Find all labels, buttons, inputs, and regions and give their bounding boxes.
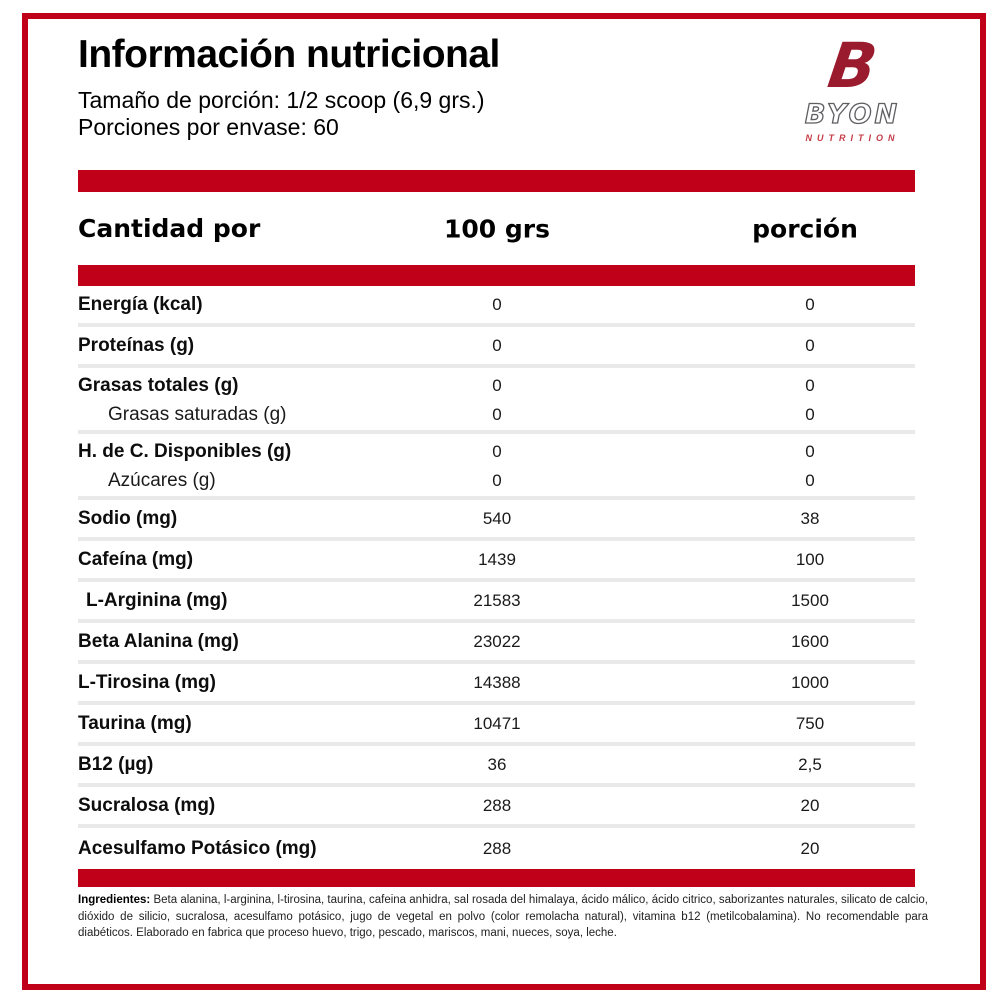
table-row-grasas: Grasas totales (g) 0 0 Grasas saturadas … <box>78 371 915 435</box>
row-label: Sodio (mg) <box>78 507 178 529</box>
row-sub-line: Grasas saturadas (g) 0 0 <box>78 400 915 429</box>
subrow-value-100grs: 0 <box>492 404 502 424</box>
table-row-energia: Energía (kcal) 0 0 <box>78 286 915 328</box>
subrow-value-100grs: 0 <box>492 470 502 490</box>
subrow-value-portion: 0 <box>805 404 815 424</box>
table-row-sucralosa: Sucralosa (mg) 288 20 <box>78 787 915 829</box>
row-value-portion: 20 <box>800 795 820 815</box>
byon-logo: B BYON NUTRITION <box>780 29 925 143</box>
row-value-100grs: 36 <box>487 754 507 774</box>
row-value-100grs: 0 <box>492 335 502 355</box>
col-header-amount-per: Cantidad por <box>78 214 261 244</box>
table-row-acesulfamo: Acesulfamo Potásico (mg) 288 20 <box>78 828 915 869</box>
row-label: Grasas totales (g) <box>78 374 239 396</box>
row-value-100grs: 1439 <box>478 549 516 569</box>
row-value-100grs: 288 <box>482 838 512 858</box>
row-value-portion: 1500 <box>791 590 829 610</box>
row-value-100grs: 21583 <box>473 590 521 610</box>
subrow-value-portion: 0 <box>805 470 815 490</box>
table-row-cafeina: Cafeína (mg) 1439 100 <box>78 541 915 583</box>
row-value-100grs: 288 <box>482 795 512 815</box>
servings-per-container-text: Porciones por envase: 60 <box>78 113 339 140</box>
row-label: B12 (µg) <box>78 753 154 775</box>
page-title: Información nutricional <box>78 33 500 76</box>
row-label: H. de C. Disponibles (g) <box>78 440 292 462</box>
row-value-100grs: 0 <box>492 441 502 461</box>
table-row-taurina: Taurina (mg) 10471 750 <box>78 705 915 747</box>
nutrition-label: Información nutricional Tamaño de porció… <box>28 29 980 984</box>
col-header-portion: porción <box>752 214 858 244</box>
ingredients-paragraph: Ingredientes: Beta alanina, l-arginina, … <box>78 892 928 942</box>
row-main-line: H. de C. Disponibles (g) 0 0 <box>78 437 915 466</box>
row-label: L-Arginina (mg) <box>86 589 228 611</box>
row-value-100grs: 0 <box>492 375 502 395</box>
row-value-portion: 0 <box>805 335 815 355</box>
row-label: Beta Alanina (mg) <box>78 630 239 652</box>
row-value-100grs: 0 <box>492 294 502 314</box>
divider-bar-header <box>78 265 915 287</box>
row-value-portion: 1000 <box>791 672 829 692</box>
table-header-row: Cantidad por 100 grs porción <box>78 192 915 265</box>
row-value-portion: 0 <box>805 294 815 314</box>
row-value-portion: 0 <box>805 375 815 395</box>
row-label: L-Tirosina (mg) <box>78 671 216 693</box>
col-header-100grs: 100 grs <box>444 214 550 244</box>
row-value-portion: 20 <box>800 838 820 858</box>
ingredients-label: Ingredientes: <box>78 894 151 907</box>
row-label: Energía (kcal) <box>78 293 203 315</box>
row-sub-line: Azúcares (g) 0 0 <box>78 466 915 495</box>
row-value-100grs: 14388 <box>473 672 521 692</box>
table-row-betaalanina: Beta Alanina (mg) 23022 1600 <box>78 623 915 665</box>
ingredients-text: Beta alanina, l-arginina, l-tirosina, ta… <box>78 894 928 940</box>
row-main-line: Grasas totales (g) 0 0 <box>78 371 915 400</box>
label-frame: Información nutricional Tamaño de porció… <box>22 13 986 990</box>
serving-info: Tamaño de porción: 1/2 scoop (6,9 grs.) … <box>78 87 915 141</box>
table-row-sodio: Sodio (mg) 540 38 <box>78 500 915 542</box>
byon-wordmark: BYON <box>804 99 901 130</box>
row-value-portion: 2,5 <box>798 754 822 774</box>
subrow-label: Grasas saturadas (g) <box>108 403 287 425</box>
row-label: Taurina (mg) <box>78 712 192 734</box>
row-value-portion: 1600 <box>791 631 829 651</box>
row-value-portion: 750 <box>795 713 825 733</box>
row-value-100grs: 540 <box>482 508 512 528</box>
row-label: Cafeína (mg) <box>78 548 194 570</box>
row-value-100grs: 10471 <box>473 713 521 733</box>
subrow-label: Azúcares (g) <box>108 469 216 491</box>
divider-bar-bottom <box>78 869 915 888</box>
row-value-portion: 38 <box>800 508 820 528</box>
table-row-proteinas: Proteínas (g) 0 0 <box>78 327 915 369</box>
row-label: Sucralosa (mg) <box>78 794 216 816</box>
serving-size-text: Tamaño de porción: 1/2 scoop (6,9 grs.) <box>78 86 485 113</box>
table-row-ltirosina: L-Tirosina (mg) 14388 1000 <box>78 664 915 706</box>
byon-b-icon: B <box>823 29 882 102</box>
table-row-carbohidratos: H. de C. Disponibles (g) 0 0 Azúcares (g… <box>78 437 915 501</box>
label-header: Información nutricional Tamaño de porció… <box>78 29 915 143</box>
row-label: Proteínas (g) <box>78 334 195 356</box>
row-label: Acesulfamo Potásico (mg) <box>78 837 317 859</box>
row-value-portion: 100 <box>795 549 825 569</box>
table-row-b12: B12 (µg) 36 2,5 <box>78 746 915 788</box>
row-value-portion: 0 <box>805 441 815 461</box>
divider-bar-top <box>78 170 915 193</box>
nutrition-table: Energía (kcal) 0 0 Proteínas (g) 0 0 Gra… <box>78 286 915 869</box>
table-row-larginina: L-Arginina (mg) 21583 1500 <box>78 582 915 624</box>
byon-tagline: NUTRITION <box>805 133 900 143</box>
row-value-100grs: 23022 <box>473 631 521 651</box>
